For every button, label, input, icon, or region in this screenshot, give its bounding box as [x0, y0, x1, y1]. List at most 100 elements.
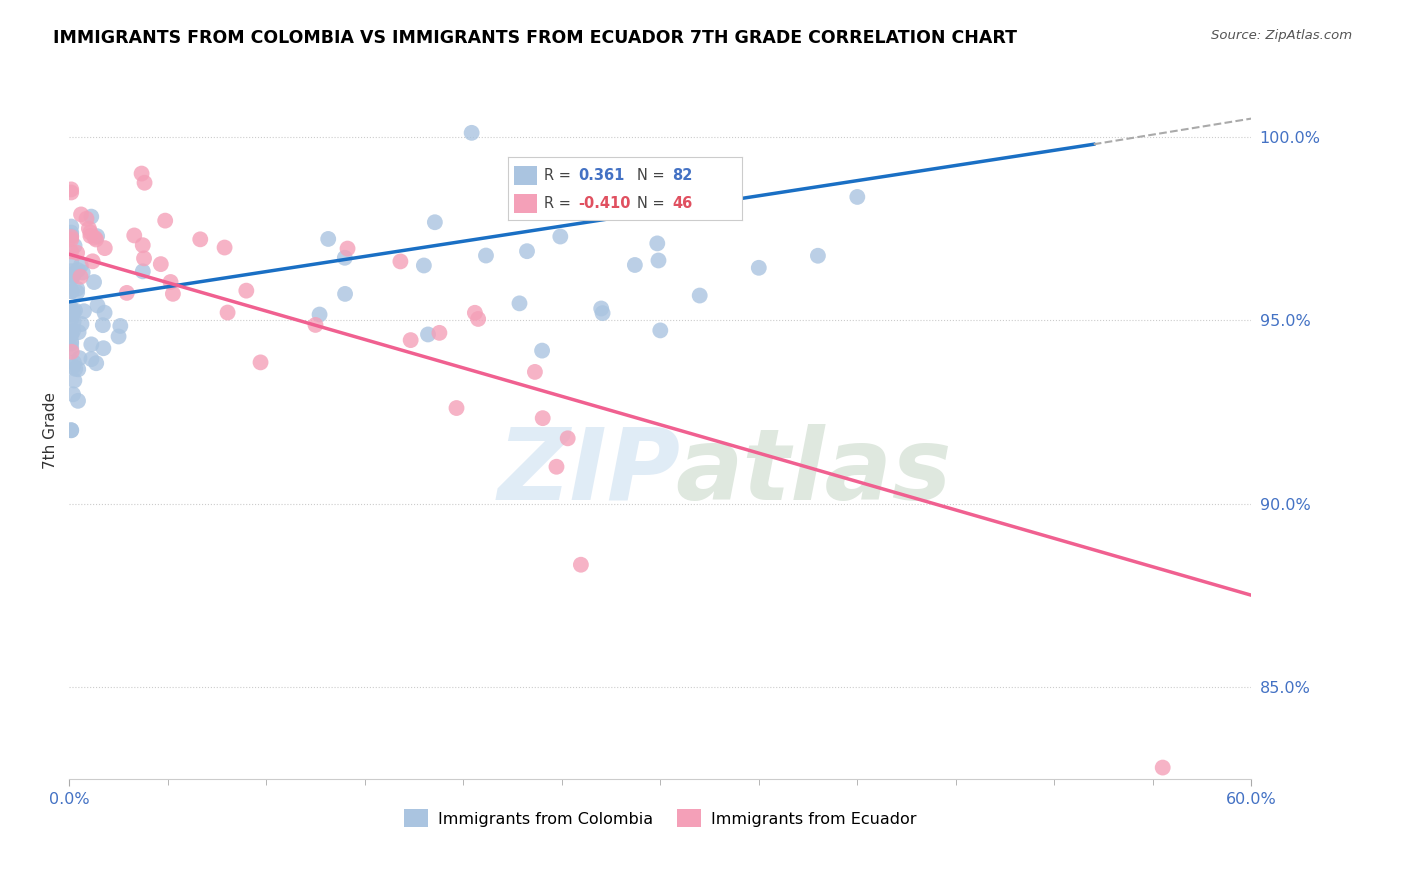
- Point: [91, 318, 114, 333]
- Text: ZIP: ZIP: [498, 424, 681, 521]
- Point: [423, 215, 446, 229]
- Point: [60, 336, 83, 351]
- Point: [460, 126, 482, 140]
- Point: [60, 182, 83, 196]
- Point: [624, 258, 647, 272]
- Point: [336, 242, 359, 256]
- Point: [66, 393, 89, 408]
- Point: [63, 355, 86, 369]
- Point: [550, 229, 572, 244]
- Text: -0.410: -0.410: [578, 196, 631, 211]
- Point: [591, 301, 613, 316]
- Point: [162, 286, 184, 301]
- Point: [84, 232, 107, 246]
- Legend: Immigrants from Colombia, Immigrants from Ecuador: Immigrants from Colombia, Immigrants fro…: [398, 803, 922, 833]
- Bar: [515, 194, 537, 213]
- Point: [389, 254, 412, 268]
- Text: N =: N =: [637, 168, 665, 183]
- Point: [69, 269, 91, 284]
- Point: [76, 211, 98, 226]
- Point: [80, 352, 103, 367]
- Text: 82: 82: [672, 168, 693, 183]
- Point: [188, 232, 211, 246]
- Text: 0.361: 0.361: [578, 168, 624, 183]
- Point: [689, 288, 711, 302]
- Point: [333, 251, 356, 265]
- Point: [60, 230, 83, 244]
- Point: [62, 359, 84, 374]
- Point: [60, 264, 83, 278]
- Point: [446, 401, 468, 415]
- Point: [60, 308, 83, 322]
- Point: [647, 178, 669, 192]
- Point: [86, 298, 108, 312]
- Text: R =: R =: [544, 196, 571, 211]
- Point: [546, 459, 568, 474]
- Point: [416, 327, 439, 342]
- Point: [60, 244, 83, 259]
- Point: [467, 312, 489, 326]
- Text: N =: N =: [637, 196, 665, 211]
- Point: [134, 176, 156, 190]
- Point: [122, 228, 145, 243]
- Point: [131, 167, 153, 181]
- Point: [132, 238, 155, 252]
- Point: [60, 341, 83, 355]
- Point: [153, 213, 176, 227]
- Point: [132, 252, 155, 266]
- Point: [73, 304, 96, 318]
- Y-axis label: 7th Grade: 7th Grade: [44, 392, 58, 468]
- Point: [60, 284, 83, 298]
- Point: [235, 284, 257, 298]
- Point: [60, 312, 83, 326]
- Point: [214, 240, 236, 254]
- Point: [60, 233, 83, 247]
- Point: [304, 318, 326, 332]
- Point: [60, 305, 83, 319]
- Point: [107, 329, 129, 343]
- Point: [60, 228, 83, 243]
- Point: [149, 257, 172, 271]
- Point: [412, 259, 434, 273]
- Point: [60, 272, 83, 286]
- Point: [592, 306, 614, 320]
- Point: [83, 230, 105, 244]
- Point: [62, 324, 84, 338]
- Point: [132, 264, 155, 278]
- Point: [60, 186, 83, 200]
- Point: [66, 245, 89, 260]
- Point: [159, 275, 181, 289]
- Bar: [515, 166, 537, 185]
- Point: [84, 356, 107, 370]
- Point: [316, 232, 339, 246]
- Point: [82, 254, 104, 268]
- Text: 46: 46: [672, 196, 692, 211]
- Point: [110, 318, 132, 333]
- Point: [80, 337, 103, 351]
- Point: [569, 558, 592, 572]
- Point: [83, 275, 105, 289]
- Point: [115, 285, 138, 300]
- Point: [62, 315, 84, 329]
- Point: [399, 333, 422, 347]
- Point: [70, 317, 93, 331]
- Text: IMMIGRANTS FROM COLOMBIA VS IMMIGRANTS FROM ECUADOR 7TH GRADE CORRELATION CHART: IMMIGRANTS FROM COLOMBIA VS IMMIGRANTS F…: [53, 29, 1018, 46]
- Point: [531, 411, 554, 425]
- Point: [86, 229, 108, 244]
- Point: [69, 351, 91, 365]
- Point: [249, 355, 271, 369]
- Point: [475, 248, 498, 262]
- Point: [523, 365, 546, 379]
- Point: [62, 387, 84, 401]
- Point: [846, 190, 869, 204]
- Point: [60, 334, 83, 349]
- Point: [60, 326, 83, 340]
- Point: [60, 301, 83, 316]
- Point: [79, 228, 101, 243]
- Point: [650, 323, 672, 337]
- Point: [60, 219, 83, 234]
- Text: R =: R =: [544, 168, 571, 183]
- Text: atlas: atlas: [676, 424, 952, 521]
- Point: [66, 263, 89, 277]
- Point: [531, 343, 554, 358]
